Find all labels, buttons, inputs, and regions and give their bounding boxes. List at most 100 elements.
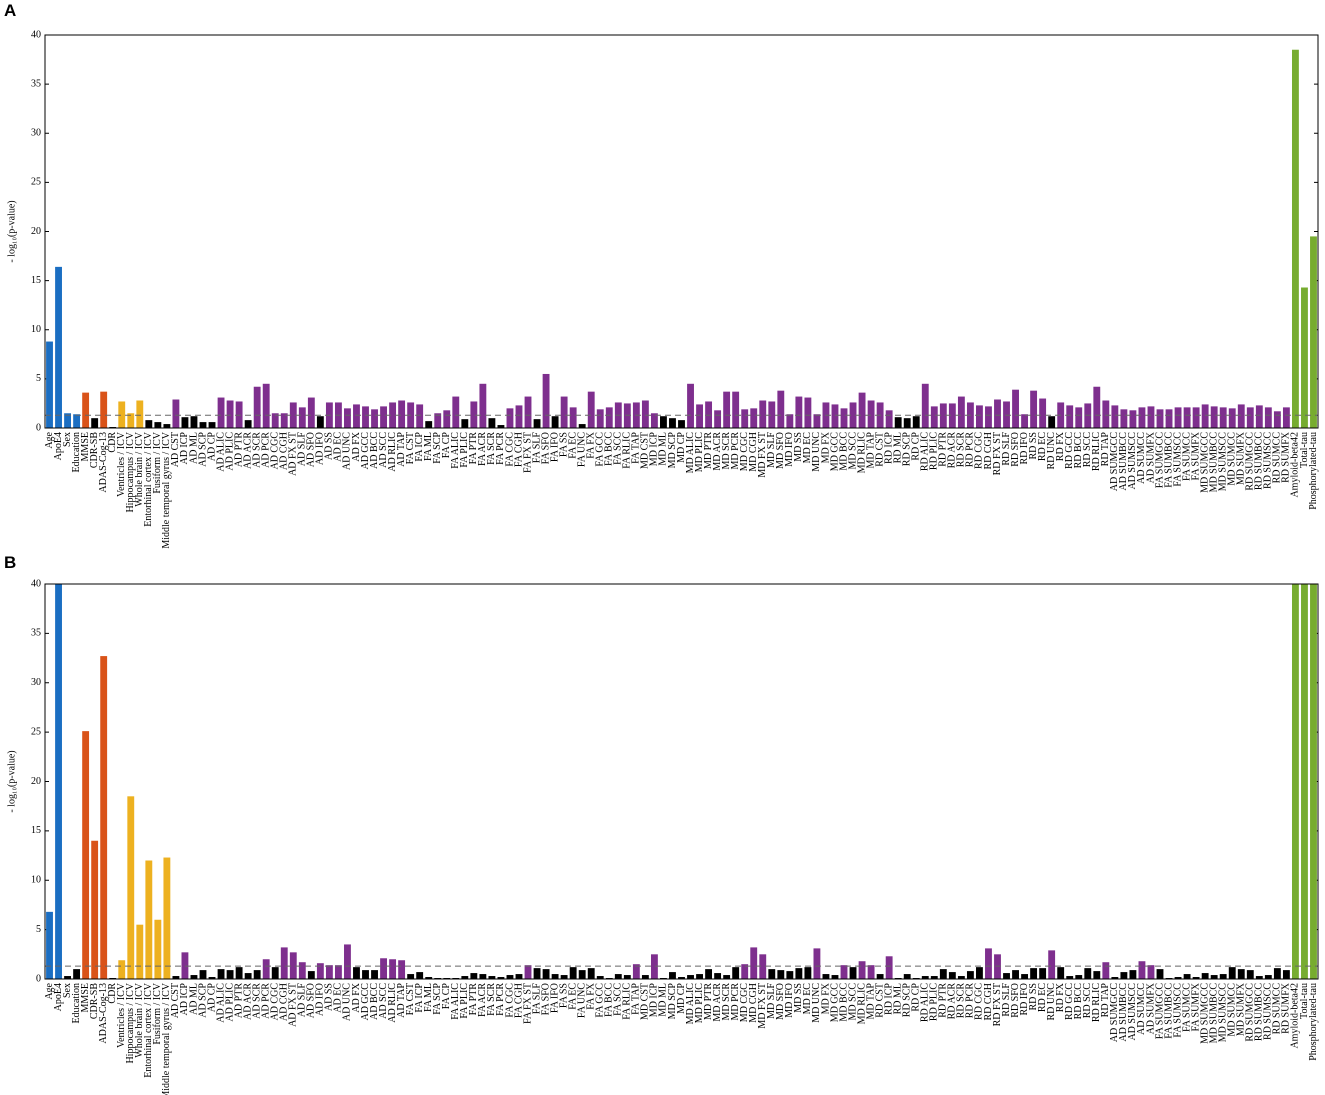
bar [398, 960, 406, 979]
bar [217, 969, 225, 979]
bar [587, 968, 595, 979]
bar [1264, 407, 1272, 428]
bar [894, 417, 902, 428]
bar [64, 413, 72, 428]
bar [1111, 977, 1119, 979]
x-tick-label: AD SFO [306, 432, 317, 467]
bar [687, 975, 694, 979]
x-tick-label: MD SCP [667, 983, 678, 1020]
x-tick-label: FA SCR [486, 983, 497, 1016]
x-tick-label: FA EC [567, 432, 578, 459]
bar [1021, 414, 1029, 428]
x-tick-label: FA UNC [576, 432, 587, 467]
bar [741, 964, 749, 979]
bar [1156, 409, 1164, 428]
bar [750, 408, 758, 428]
x-tick-label: FA SUMSCC [1172, 983, 1183, 1038]
bar [118, 960, 126, 979]
bar [930, 976, 938, 979]
x-tick-label: Phosphorylated-tau [1308, 432, 1319, 510]
x-tick-label: AD ACR [242, 432, 253, 469]
bar [145, 420, 153, 428]
x-tick-label: RD PCR [965, 432, 976, 468]
x-tick-label: MD CP [676, 983, 687, 1014]
bar [1156, 969, 1164, 979]
x-tick-label: RD UNC [1046, 432, 1057, 470]
x-tick-label: FA PTR [468, 432, 479, 465]
plot-frame [44, 34, 1319, 429]
x-tick-label: AD CST [170, 432, 181, 467]
bar [985, 948, 992, 979]
x-tick-label: RD CST [874, 983, 885, 1018]
bar [389, 402, 397, 428]
x-tick-label: ADAS-Cog-13 [98, 983, 109, 1044]
x-tick-label: MD ICP [649, 983, 660, 1018]
bar [650, 413, 658, 428]
x-tick-label: AD SUMCC [1136, 983, 1147, 1035]
bar [163, 857, 171, 979]
bar [813, 948, 821, 979]
x-tick-label: FA BCC [604, 432, 615, 466]
x-tick-label: AD ML [188, 432, 199, 464]
bar [939, 969, 947, 979]
bar [1174, 407, 1182, 428]
x-tick-label: Middle temporal gyrus / ICV [161, 982, 172, 1095]
x-tick-label: FA CGC [504, 983, 515, 1018]
y-tick-label: 15 [31, 825, 41, 836]
bar [524, 396, 532, 428]
bar [344, 408, 351, 428]
x-tick-label: RD SUMSCC [1263, 983, 1274, 1040]
bar [127, 796, 135, 979]
bar [976, 405, 983, 428]
bar [262, 383, 270, 428]
x-tick-label: AD ML [188, 983, 199, 1015]
x-tick-label: RD SUMFX [1281, 982, 1292, 1034]
x-tick-label: AD RLIC [387, 432, 398, 472]
x-tick-label: MD CGC [739, 432, 750, 472]
bar [1210, 975, 1218, 979]
x-tick-label: RD CP [911, 983, 922, 1012]
bar [1310, 584, 1317, 979]
bar [1237, 404, 1245, 428]
bar [425, 421, 433, 428]
x-tick-label: AD SUMGCC [1109, 983, 1120, 1043]
bar [253, 970, 261, 979]
bar [64, 976, 72, 979]
bar [271, 967, 279, 979]
x-tick-label: Amyloid-beta42 [1290, 432, 1301, 498]
x-tick-label: AD FX ST [288, 432, 299, 476]
x-tick-label: RD SCR [956, 983, 967, 1019]
x-tick-label: AD CP [206, 983, 217, 1013]
x-tick-label: RD SUMCC [1272, 983, 1283, 1035]
x-tick-label: RD SUMFX [1281, 431, 1292, 483]
bar [217, 397, 225, 428]
bar [795, 968, 803, 979]
x-tick-label: RD SLF [1001, 432, 1012, 466]
bar [316, 963, 324, 979]
bar [1301, 287, 1308, 428]
bar [1255, 405, 1263, 428]
bar [1147, 965, 1155, 979]
bar [1129, 970, 1137, 979]
x-tick-label: Entorhinal cortex / ICV [143, 431, 154, 526]
bar [1012, 970, 1019, 979]
bar [1246, 970, 1254, 979]
bar [831, 975, 839, 979]
x-tick-label: MD GCC [829, 983, 840, 1023]
x-tick-label: RD ALIC [920, 983, 931, 1023]
bar [172, 976, 180, 979]
x-tick-label: FA SUMCC [1181, 983, 1192, 1032]
x-tick-label: CDR-SB [89, 432, 100, 468]
x-tick-label: MD RLIC [856, 983, 867, 1025]
bar [1192, 977, 1200, 979]
x-tick-label: FA ICP [414, 983, 425, 1013]
x-tick-label: Sex [62, 983, 73, 998]
bar [678, 420, 685, 428]
x-tick-label: Entorhinal cortex / ICV [143, 982, 154, 1077]
bar [298, 407, 306, 428]
x-tick-label: FA FX ST [522, 983, 533, 1024]
bar [885, 410, 893, 428]
bar [948, 403, 956, 428]
x-tick-label: MD SFO [775, 983, 786, 1020]
x-tick-label: Ventricles / ICV [116, 431, 127, 497]
